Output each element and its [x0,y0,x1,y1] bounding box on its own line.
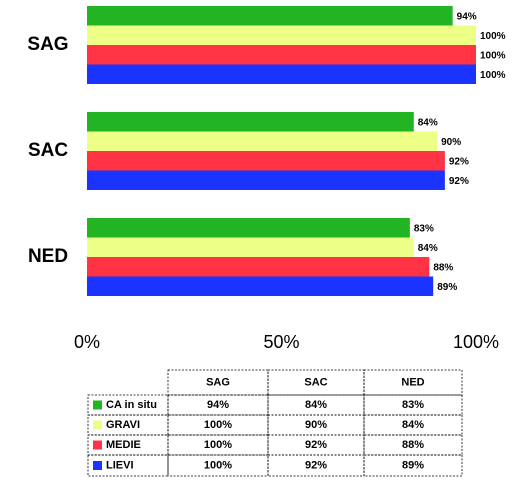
legend-label: GRAVI [106,419,140,431]
bar [87,45,476,65]
table-cell [363,414,463,436]
bar [87,276,434,296]
table-value: 88% [402,439,424,451]
table-value: 94% [207,399,229,411]
bar [87,237,414,257]
table-header: SAC [304,376,327,388]
x-tick-label: 100% [453,332,499,352]
value-label: 84% [418,243,438,254]
bar [87,64,476,84]
table-value: 100% [204,439,232,451]
value-label: 100% [480,31,506,42]
table-value: 92% [305,439,327,451]
legend-swatch [93,461,102,470]
x-tick-label: 50% [263,332,299,352]
table-cell [363,394,463,416]
value-label: 83% [414,223,434,234]
value-label: 92% [449,176,469,187]
value-label: 100% [480,70,506,81]
bar [87,25,476,45]
legend-label: CA in situ [106,399,157,411]
table-cell [167,454,269,477]
table-value: 84% [305,399,327,411]
table-cell [363,434,463,456]
bar [87,170,445,190]
bar [87,218,410,238]
table-cell [363,454,463,477]
table-value: 83% [402,399,424,411]
table-value: 89% [402,459,424,471]
value-label: 90% [441,137,461,148]
legend-swatch [93,400,102,410]
legend-label: LIEVI [106,459,134,471]
table-value: 84% [402,419,424,431]
table-value: 90% [305,419,327,431]
table-value: 100% [204,459,232,471]
legend-label: MEDIE [106,439,141,451]
table-value: 100% [204,419,232,431]
value-label: 88% [433,262,453,273]
category-label: SAG [27,34,68,55]
category-label: NED [28,246,68,267]
bar [87,151,445,171]
value-label: 84% [418,117,438,128]
bar [87,112,414,132]
value-label: 89% [437,282,457,293]
table-header: NED [401,376,424,388]
value-label: 92% [449,156,469,167]
legend-swatch [93,440,102,450]
value-label: 100% [480,50,506,61]
table-value: 92% [305,459,327,471]
x-tick-label: 0% [74,332,100,352]
table-cell [267,369,365,396]
table-cell [87,454,169,477]
bar [87,131,438,151]
value-label: 94% [457,11,477,22]
legend-swatch [93,420,102,430]
table-header: SAG [206,376,230,388]
bar [87,257,430,277]
bar [87,6,453,26]
category-label: SAC [28,140,68,161]
